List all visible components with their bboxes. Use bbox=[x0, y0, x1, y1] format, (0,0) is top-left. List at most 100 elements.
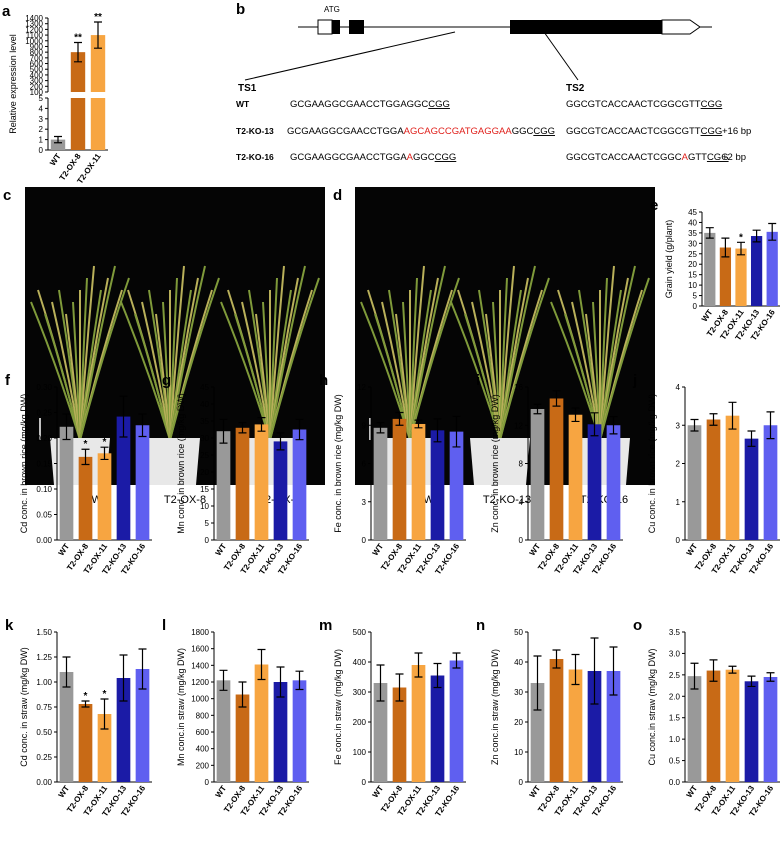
bar bbox=[568, 669, 583, 782]
error-bar bbox=[690, 418, 699, 432]
y-tick-label: 4 bbox=[519, 498, 524, 507]
error-bar bbox=[62, 413, 71, 441]
error-bar bbox=[219, 669, 228, 691]
bar bbox=[90, 35, 106, 92]
y-tick-label: 0.5 bbox=[669, 757, 681, 766]
bar bbox=[725, 669, 740, 782]
plant-leaf bbox=[409, 265, 446, 441]
y-tick-label: 0 bbox=[519, 778, 524, 787]
plant-leaf bbox=[409, 265, 425, 441]
bar bbox=[78, 704, 93, 782]
bar bbox=[735, 248, 747, 306]
y-tick-label: 0.75 bbox=[36, 703, 52, 712]
error-bar bbox=[766, 411, 775, 440]
bar bbox=[392, 687, 407, 782]
y-tick-label: 200 bbox=[196, 761, 210, 770]
error-bar bbox=[552, 649, 561, 669]
y-tick-label: 0 bbox=[676, 536, 681, 545]
bar bbox=[273, 682, 288, 782]
error-bar bbox=[414, 652, 423, 678]
bar bbox=[766, 231, 778, 306]
y-tick-label: 3.5 bbox=[669, 628, 681, 637]
y-tick-label: 1600 bbox=[191, 645, 209, 654]
panel-letter: h bbox=[319, 372, 328, 389]
x-tick-label: WT bbox=[214, 542, 229, 557]
error-bar bbox=[705, 227, 714, 239]
y-tick-label: 1000 bbox=[25, 37, 43, 46]
significance: * bbox=[84, 691, 88, 702]
error-bar bbox=[100, 446, 109, 461]
plant-leaf bbox=[169, 277, 220, 441]
y-tick-label: 2 bbox=[39, 125, 44, 134]
exon bbox=[349, 20, 364, 34]
y-tick-label: 50 bbox=[514, 628, 523, 637]
plant-label: T2-KO-16 bbox=[580, 494, 628, 506]
error-bar bbox=[709, 413, 718, 426]
y-axis-label: Cd conc. in brown rice (mg/kg DW) bbox=[19, 394, 29, 534]
y-tick-label: 400 bbox=[196, 745, 210, 754]
panel-letter: a bbox=[2, 3, 11, 20]
sequence-part: GGCGTCACCAACTCGGCGTT bbox=[566, 126, 701, 137]
x-tick-label: WT bbox=[48, 152, 63, 167]
error-bar bbox=[238, 681, 247, 708]
x-tick-label: WT bbox=[528, 784, 543, 799]
error-bar bbox=[376, 664, 385, 702]
bar bbox=[744, 681, 759, 782]
plant-leaf bbox=[30, 301, 81, 441]
error-bar bbox=[721, 237, 730, 258]
plant-label: T2-OX-8 bbox=[164, 494, 206, 506]
y-tick-label: 1100 bbox=[26, 31, 44, 40]
x-tick-label: WT bbox=[57, 784, 72, 799]
error-bar bbox=[276, 666, 285, 698]
y-tick-label: 3.0 bbox=[669, 649, 681, 658]
y-tick-label: 3 bbox=[676, 421, 681, 430]
error-bar bbox=[609, 416, 618, 435]
y-tick-label: 300 bbox=[353, 688, 367, 697]
y-tick-label: 30 bbox=[200, 434, 209, 443]
error-bar bbox=[295, 670, 304, 691]
sequence: GGCGTCACCAACTCGGCGTTCGG bbox=[566, 126, 722, 137]
y-tick-label: 30 bbox=[688, 239, 697, 248]
bar bbox=[59, 426, 74, 540]
sequence: GGCGTCACCAACTCGGCGTTCGG bbox=[566, 99, 722, 110]
error-bar bbox=[452, 652, 461, 669]
bar bbox=[449, 660, 464, 782]
plant-leaf bbox=[499, 277, 550, 441]
panel-letter: j bbox=[632, 372, 637, 389]
y-tick-label: 4 bbox=[39, 104, 44, 113]
sequence-part: GGC bbox=[413, 152, 435, 163]
y-tick-label: 0.25 bbox=[36, 753, 52, 762]
panel-letter: m bbox=[319, 617, 332, 634]
y-tick-label: 12 bbox=[357, 383, 366, 392]
y-tick-label: 20 bbox=[514, 718, 523, 727]
error-bar bbox=[571, 407, 580, 423]
plant-leaf bbox=[599, 265, 615, 441]
bar bbox=[254, 664, 269, 782]
x-tick-label: WT bbox=[685, 784, 700, 799]
y-tick-label: 9 bbox=[362, 421, 367, 430]
y-tick-label: 15 bbox=[200, 485, 209, 494]
plant-leaf bbox=[79, 265, 116, 441]
y-tick-label: 5 bbox=[39, 94, 44, 103]
bar bbox=[116, 416, 131, 540]
site-pointer bbox=[244, 31, 456, 81]
y-tick-label: 0 bbox=[519, 536, 524, 545]
sequence-part: GCGAAGGCGAACCTGGA bbox=[287, 126, 404, 137]
bar bbox=[292, 680, 307, 782]
y-tick-label: 45 bbox=[688, 208, 697, 217]
y-tick-label: 16 bbox=[514, 383, 523, 392]
sequence: GCGAAGGCGAACCTGGAAGGCCGG bbox=[290, 152, 456, 163]
bar bbox=[392, 418, 407, 540]
row-label: WT bbox=[236, 99, 250, 109]
y-tick-label: 400 bbox=[353, 658, 367, 667]
y-tick-label: 1800 bbox=[191, 628, 209, 637]
error-bar bbox=[257, 648, 266, 681]
y-tick-label: 400 bbox=[30, 71, 44, 80]
y-tick-label: 500 bbox=[30, 65, 44, 74]
bar bbox=[606, 671, 621, 782]
bar bbox=[587, 424, 602, 540]
error-bar bbox=[81, 448, 90, 466]
error-bar bbox=[62, 656, 71, 688]
y-tick-label: 30 bbox=[514, 688, 523, 697]
